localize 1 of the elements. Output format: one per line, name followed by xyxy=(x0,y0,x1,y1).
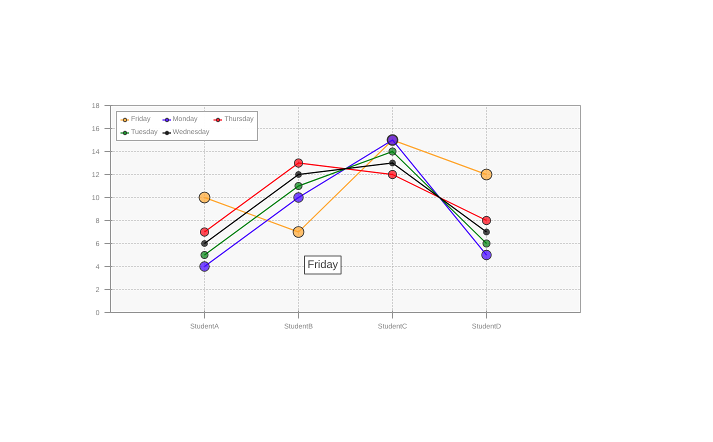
annotation: Friday xyxy=(308,259,339,271)
